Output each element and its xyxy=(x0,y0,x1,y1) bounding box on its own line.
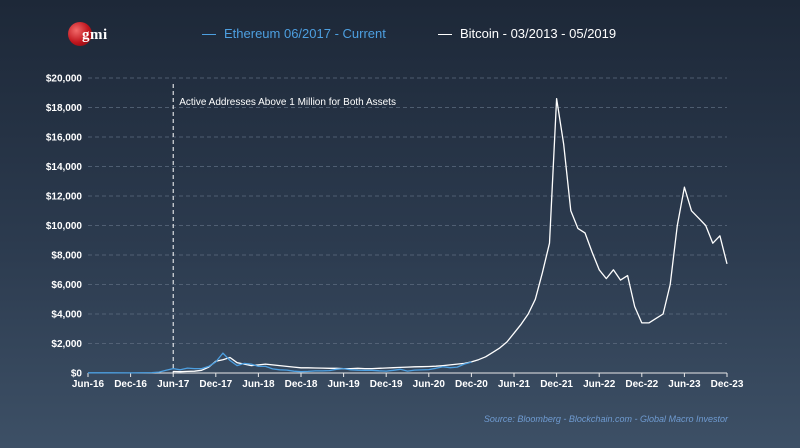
bitcoin-series-line xyxy=(173,97,728,373)
x-tick-label: Dec-21 xyxy=(540,379,573,390)
gridlines xyxy=(88,77,727,344)
ethereum-series-line xyxy=(88,352,472,374)
series-lines xyxy=(88,97,728,374)
y-tick-label: $8,000 xyxy=(51,251,82,262)
y-tick-label: $0 xyxy=(71,369,83,380)
x-tick-label: Dec-19 xyxy=(370,379,403,390)
y-tick-label: $18,000 xyxy=(46,103,83,114)
x-tick-label: Dec-16 xyxy=(114,379,147,390)
legend-bitcoin-swatch xyxy=(438,34,452,36)
y-tick-label: $4,000 xyxy=(51,310,82,321)
y-tick-label: $10,000 xyxy=(46,221,83,232)
annotation-text: Active Addresses Above 1 Million for Bot… xyxy=(179,97,396,108)
annotation: Active Addresses Above 1 Million for Bot… xyxy=(172,84,396,373)
axes: $0 $2,000 $4,000 $6,000 $8,000 $10,000 $12,000… xyxy=(46,74,744,391)
logo-text: gmi xyxy=(82,27,108,43)
y-tick-label: $20,000 xyxy=(46,74,83,85)
x-tick-label: Jun-22 xyxy=(583,379,616,390)
y-tick-label: $2,000 xyxy=(51,339,82,350)
x-tick-label: Jun-20 xyxy=(413,379,446,390)
x-tick-label: Jun-17 xyxy=(157,379,190,390)
globe-logo-icon xyxy=(68,22,92,46)
x-tick-label: Dec-20 xyxy=(455,379,488,390)
y-tick-label: $14,000 xyxy=(46,162,83,173)
source-note: Source: Bloomberg - Blockchain.com - Glo… xyxy=(483,414,728,424)
legend-bitcoin: Bitcoin - 03/2013 - 05/2019 xyxy=(438,26,616,41)
x-tick-label: Dec-18 xyxy=(285,379,318,390)
legend-bitcoin-label: Bitcoin - 03/2013 - 05/2019 xyxy=(460,26,617,41)
gmi-logo: gmi xyxy=(68,22,128,50)
x-tick-label: Jun-16 xyxy=(72,379,105,390)
x-tick-label: Jun-19 xyxy=(327,379,360,390)
y-tick-label: $16,000 xyxy=(46,133,83,144)
y-tick-label: $12,000 xyxy=(46,192,83,203)
legend-ethereum-label: Ethereum 06/2017 - Current xyxy=(224,26,386,41)
x-tick-label: Jun-23 xyxy=(668,379,701,390)
y-tick-label: $6,000 xyxy=(51,280,82,291)
x-tick-label: Dec-17 xyxy=(199,379,232,390)
x-tick-label: Dec-22 xyxy=(625,379,658,390)
x-tick-label: Dec-23 xyxy=(711,379,744,390)
legend-ethereum: Ethereum 06/2017 - Current xyxy=(202,26,386,41)
x-tick-label: Jun-21 xyxy=(498,379,531,390)
legend-ethereum-swatch xyxy=(202,34,216,36)
x-tick-label: Jun-18 xyxy=(242,379,275,390)
